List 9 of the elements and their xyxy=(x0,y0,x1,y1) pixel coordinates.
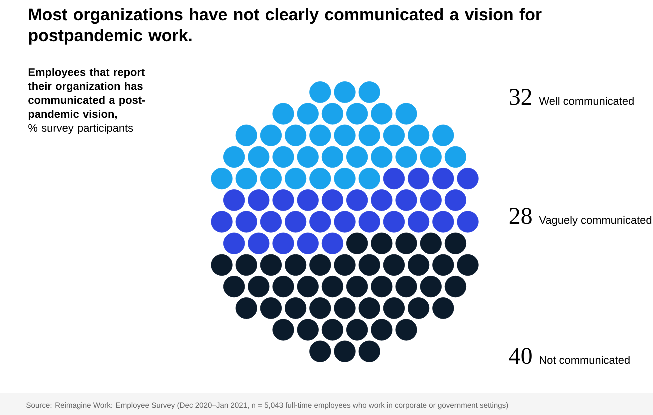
text: Most organizations have not clearly communicated a vision for postpandemic work. xyxy=(29,8,542,45)
data-label: 32 xyxy=(510,89,532,106)
text: % survey participants xyxy=(28,124,134,134)
data-label: 40 xyxy=(509,348,532,364)
category-label: Not communicated xyxy=(540,356,630,364)
category-label: Well communicated xyxy=(539,97,634,106)
category-label: Vaguely communicated xyxy=(539,216,652,226)
data-label: 28 xyxy=(510,208,532,224)
text: Employees that report their organization has communicated a post-pandemic vision, xyxy=(28,68,146,120)
